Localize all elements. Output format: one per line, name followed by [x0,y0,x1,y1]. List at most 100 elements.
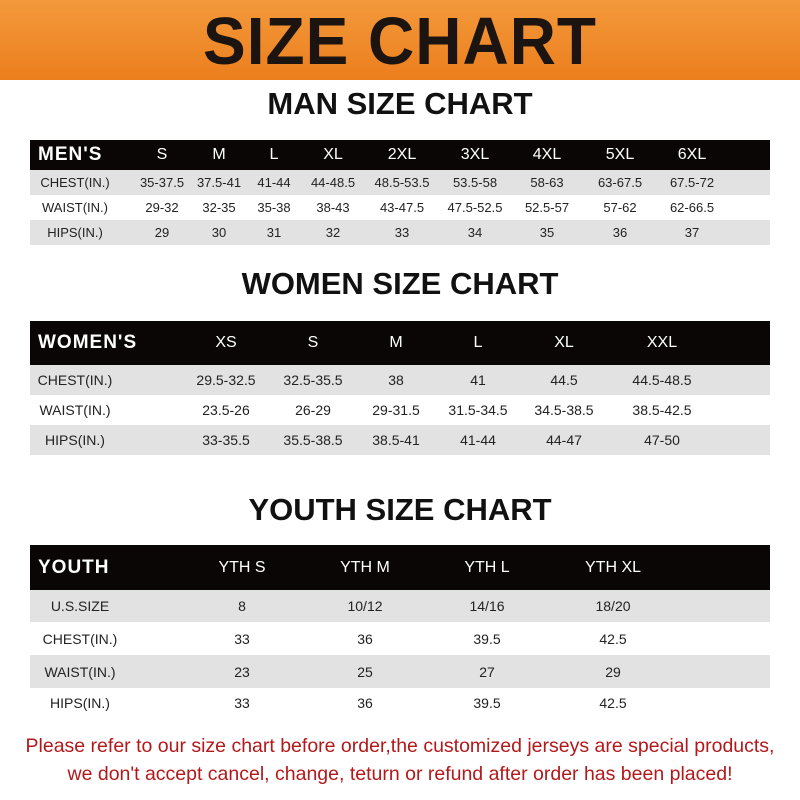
row-label: WAIST(IN.) [44,663,116,680]
measurement-cell: 8 [238,598,246,614]
measurement-cell: 29.5-32.5 [196,372,256,388]
measurement-cell: 23.5-26 [202,402,250,418]
table-row: HIPS(IN.) 33 36 39.5 42.5 [30,688,770,718]
table-row: WAIST(IN.) 29-32 32-35 35-38 38-43 43-47.5 47.… [30,195,770,220]
size-column-header: 2XL [387,146,417,163]
table-header-label: WOMEN'S [38,332,138,353]
table-header-label: YOUTH [38,556,110,578]
measurement-cell: 32 [325,225,341,240]
row-label: CHEST(IN.) [42,630,118,647]
measurement-cell: 33-35.5 [202,432,250,448]
size-column-header: M [212,146,226,163]
measurement-cell: 23 [234,663,250,680]
measurement-cell: 33 [394,225,410,240]
measurement-cell: 29-32 [145,200,179,215]
measurement-cell: 43-47.5 [379,200,425,215]
table-row: U.S.SIZE 8 10/12 14/16 18/20 [30,590,770,622]
size-column-header: 4XL [532,146,562,163]
measurement-cell: 35.5-38.5 [283,432,343,448]
measurement-cell: 36 [357,630,373,647]
women-section-title: WOMEN SIZE CHART [241,266,559,301]
row-label: CHEST(IN.) [37,372,113,388]
size-column-header: YTH XL [584,558,642,576]
measurement-cell: 36 [357,695,373,711]
measurement-cell: 29 [605,663,621,680]
table-row: CHEST(IN.) 35-37.5 37.5-41 41-44 44-48.5 48.5… [30,170,770,195]
size-column-header: XXL [646,334,678,351]
measurement-cell: 18/20 [595,598,631,614]
men-header-row: MEN'S S M L XL 2XL 3XL 4XL 5XL 6XL [30,140,770,170]
measurement-cell: 35-37.5 [139,175,185,190]
measurement-cell: 41 [470,372,486,388]
measurement-cell: 47-50 [644,432,680,448]
footer-note-line-1: Please refer to our size chart before or… [25,735,775,757]
measurement-cell: 33 [234,630,250,647]
size-column-header: S [156,146,168,163]
measurement-cell: 44.5-48.5 [632,372,692,388]
measurement-cell: 30 [211,225,227,240]
measurement-cell: 31.5-34.5 [448,402,508,418]
measurement-cell: 10/12 [347,598,383,614]
measurement-cell: 44.5 [550,372,578,388]
banner-title: SIZE CHART [203,3,597,79]
measurement-cell: 48.5-53.5 [374,175,430,190]
measurement-cell: 26-29 [295,402,331,418]
measurement-cell: 42.5 [599,695,627,711]
size-column-header: XL [554,334,574,351]
measurement-cell: 31 [266,225,282,240]
measurement-cell: 39.5 [473,630,501,647]
measurement-cell: 29-31.5 [372,402,420,418]
row-label: WAIST(IN.) [39,402,111,418]
measurement-cell: 34 [467,225,483,240]
measurement-cell: 38.5-42.5 [632,402,692,418]
measurement-cell: 41-44 [460,432,496,448]
men-size-table: MEN'S S M L XL 2XL 3XL 4XL 5XL 6XL CHEST(IN.) 35-37… [30,140,770,245]
measurement-cell: 38.5-41 [372,432,420,448]
measurement-cell: 39.5 [473,695,501,711]
size-column-header: 3XL [460,146,490,163]
size-column-header: M [389,334,403,351]
size-column-header: 6XL [677,146,707,163]
size-column-header: XS [215,334,237,351]
measurement-cell: 67.5-72 [669,175,715,190]
youth-size-table: YOUTH YTH S YTH M YTH L YTH XL U.S.SIZE 8 10/12… [30,545,770,718]
size-column-header: YTH M [340,558,390,576]
row-label: CHEST(IN.) [40,175,110,190]
measurement-cell: 34.5-38.5 [534,402,594,418]
table-row: CHEST(IN.) 33 36 39.5 42.5 [30,622,770,655]
measurement-cell: 41-44 [257,175,291,190]
measurement-cell: 14/16 [469,598,505,614]
size-column-header: 5XL [605,146,635,163]
row-label: HIPS(IN.) [45,432,105,448]
size-column-header: YTH S [218,558,266,576]
size-column-header: L [473,334,483,351]
table-row: WAIST(IN.) 23 25 27 29 [30,655,770,688]
measurement-cell: 63-67.5 [597,175,643,190]
size-column-header: S [307,334,319,351]
measurement-cell: 27 [479,663,495,680]
women-size-table: WOMEN'S XS S M L XL XXL CHEST(IN.) 29.5-32.5 32.5… [30,321,770,455]
measurement-cell: 44-48.5 [310,175,356,190]
measurement-cell: 53.5-58 [452,175,498,190]
row-label: WAIST(IN.) [42,200,108,215]
measurement-cell: 32-35 [202,200,236,215]
size-column-header: L [269,146,279,163]
table-row: HIPS(IN.) 29 30 31 32 33 34 35 36 37 [30,220,770,245]
measurement-cell: 32.5-35.5 [283,372,343,388]
size-column-header: XL [323,146,343,163]
measurement-cell: 37.5-41 [196,175,242,190]
youth-header-row: YOUTH YTH S YTH M YTH L YTH XL [30,545,770,590]
men-section-title: MAN SIZE CHART [267,86,533,121]
measurement-cell: 52.5-57 [524,200,570,215]
measurement-cell: 38 [388,372,404,388]
measurement-cell: 47.5-52.5 [447,200,503,215]
youth-section-title: YOUTH SIZE CHART [248,492,552,527]
table-row: CHEST(IN.) 29.5-32.5 32.5-35.5 38 41 44.5 44.5… [30,365,770,395]
measurement-cell: 38-43 [316,200,350,215]
row-label: HIPS(IN.) [47,225,103,240]
measurement-cell: 35-38 [257,200,291,215]
row-label: U.S.SIZE [50,598,110,614]
row-label: HIPS(IN.) [50,695,110,711]
measurement-cell: 35 [539,225,555,240]
table-header-label: MEN'S [38,144,103,165]
